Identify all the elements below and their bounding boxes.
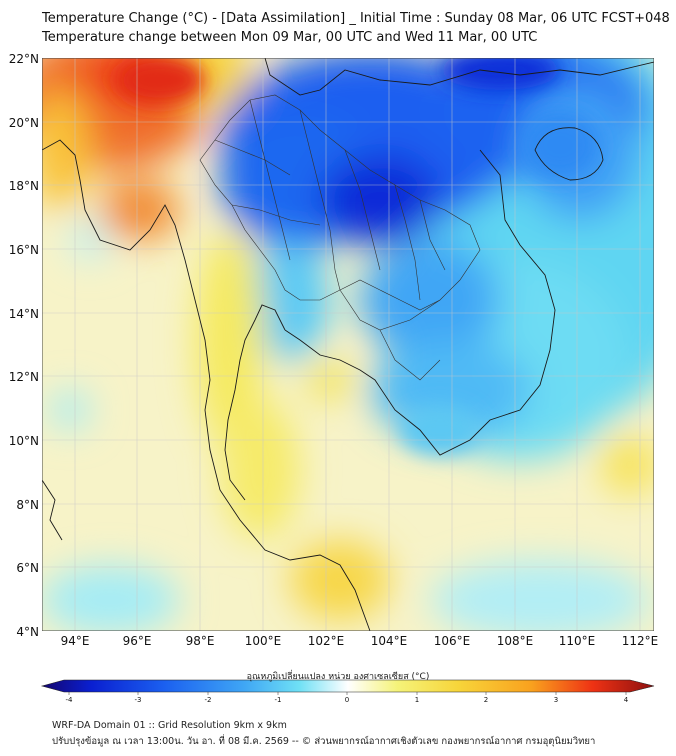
- colorbar-tick-label: 1: [415, 696, 419, 704]
- lon-tick: 94°E: [61, 634, 90, 648]
- lat-tick: 8°N: [16, 498, 39, 512]
- lon-tick: 106°E: [434, 634, 471, 648]
- colorbar-tick-label: 0: [345, 696, 349, 704]
- lat-tick: 10°N: [9, 434, 39, 448]
- chart-title-line1: Temperature Change (°C) - [Data Assimila…: [42, 11, 670, 26]
- lat-tick: 22°N: [9, 52, 39, 66]
- lon-tick: 110°E: [559, 634, 596, 648]
- lon-tick: 96°E: [123, 634, 152, 648]
- colorbar-bar: [40, 679, 655, 693]
- temperature-field-detail: [115, 58, 600, 455]
- lon-tick: 108°E: [497, 634, 534, 648]
- lat-tick: 16°N: [9, 243, 39, 257]
- footer-model-info: WRF-DA Domain 01 :: Grid Resolution 9km …: [52, 720, 287, 731]
- country-borders: [199, 94, 481, 381]
- gridlines: [42, 58, 654, 631]
- colorbar-tick-label: 4: [624, 696, 629, 704]
- colorbar-tick-label: -4: [66, 696, 74, 704]
- colorbar-title: อุณหภูมิเปลี่ยนแปลง หน่วย องศาเซลเซียส (…: [246, 672, 430, 682]
- chart-title-line2: Temperature change between Mon 09 Mar, 0…: [42, 30, 538, 45]
- coastlines: [42, 58, 654, 631]
- lat-tick: 20°N: [9, 116, 39, 130]
- colorbar-ticks: [68, 692, 627, 695]
- map-panel: [42, 58, 654, 631]
- colorbar-tick-label: -3: [135, 696, 142, 704]
- lon-tick: 98°E: [186, 634, 215, 648]
- lon-tick: 112°E: [622, 634, 659, 648]
- colorbar-tick-label: -1: [275, 696, 282, 704]
- lat-tick: 18°N: [9, 179, 39, 193]
- lon-tick: 102°E: [308, 634, 345, 648]
- lat-tick: 12°N: [9, 370, 39, 384]
- colorbar-tick-label: -2: [205, 696, 212, 704]
- colorbar-tick-label: 2: [484, 696, 488, 704]
- colorbar: -4 -3 -2 -1 0 1 2 3 4: [40, 679, 655, 704]
- footer-credit: ปรับปรุงข้อมูล ณ เวลา 13:00น. วัน อา. ที…: [52, 736, 596, 747]
- lat-tick: 4°N: [16, 625, 39, 639]
- colorbar-tick-label: 3: [554, 696, 558, 704]
- lat-axis: 22°N 20°N 18°N 16°N 14°N 12°N 10°N 8°N 6…: [9, 52, 39, 639]
- lat-tick: 6°N: [16, 561, 39, 575]
- lat-tick: 14°N: [9, 307, 39, 321]
- lon-axis: 94°E 96°E 98°E 100°E 102°E 104°E 106°E 1…: [61, 634, 659, 648]
- lon-tick: 100°E: [245, 634, 282, 648]
- lon-tick: 104°E: [371, 634, 408, 648]
